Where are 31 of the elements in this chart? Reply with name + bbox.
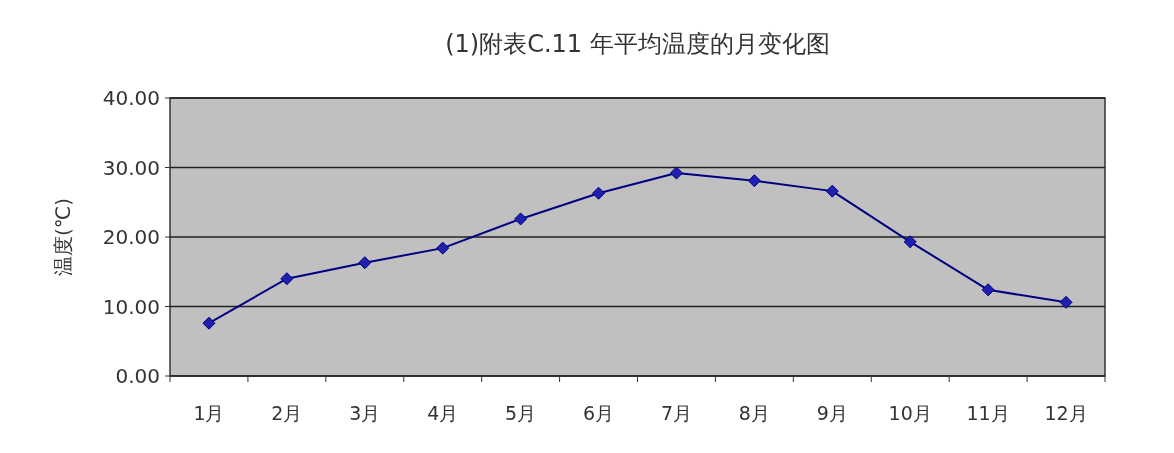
x-tick-label: 6月 bbox=[582, 402, 615, 424]
point bbox=[903, 235, 917, 249]
x-tick-label: 11月 bbox=[966, 402, 1010, 424]
point bbox=[669, 166, 683, 180]
point bbox=[747, 174, 761, 188]
x-tick-label: 8月 bbox=[738, 402, 770, 424]
point bbox=[825, 184, 839, 198]
x-tick-label: 12月 bbox=[1044, 402, 1088, 424]
point bbox=[1059, 295, 1073, 309]
point bbox=[358, 256, 372, 270]
x-tick-label: 3月 bbox=[349, 402, 381, 424]
x-tick-label: 2月 bbox=[271, 402, 303, 424]
y-tick-label: 0.00 bbox=[115, 364, 160, 388]
chart-title: (1)附表C.11 年平均温度的月变化图 bbox=[445, 30, 830, 58]
point bbox=[981, 283, 995, 297]
point bbox=[514, 212, 528, 226]
x-tick-label: 7月 bbox=[660, 402, 693, 424]
y-tick-label: 30.00 bbox=[102, 155, 160, 180]
y-tick-label: 10.00 bbox=[102, 294, 160, 319]
y-axis-title: 温度(℃) bbox=[51, 197, 75, 277]
point bbox=[280, 272, 294, 286]
y-tick-label: 40.00 bbox=[102, 86, 160, 110]
x-tick-label: 4月 bbox=[427, 402, 459, 424]
point bbox=[592, 186, 606, 200]
point bbox=[436, 241, 450, 255]
x-tick-label: 1月 bbox=[193, 402, 225, 424]
x-tick-label: 10月 bbox=[888, 402, 932, 424]
y-tick-label: 20.00 bbox=[102, 225, 160, 249]
point bbox=[202, 316, 216, 330]
x-tick-label: 9月 bbox=[816, 402, 848, 424]
x-tick-label: 5月 bbox=[505, 402, 537, 424]
